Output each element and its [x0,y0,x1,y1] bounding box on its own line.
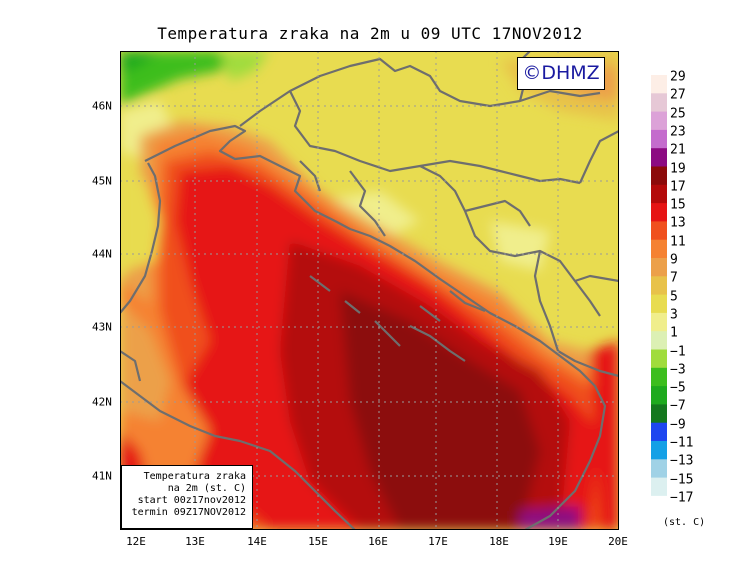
lon-tick: 17E [428,535,448,548]
colorbar-label: −7 [670,398,686,414]
lat-tick: 45N [92,174,112,188]
lon-tick: 13E [185,535,205,548]
colorbar-swatch [651,386,667,405]
lat-tick: 41N [92,469,112,483]
colorbar-label: −15 [670,472,694,488]
colorbar-label: −5 [670,380,686,396]
colorbar-label: 17 [670,179,686,195]
colorbar-swatch [651,148,667,167]
colorbar-label: 9 [670,252,678,268]
colorbar-label: −1 [670,344,686,359]
field-cold-nw [120,51,240,106]
colorbar-swatch [651,184,667,204]
colorbar-swatch [651,203,667,222]
colorbar-label: 25 [670,106,686,122]
colorbar-swatch [651,221,667,241]
border-north [239,57,601,127]
colorbar-label: −3 [670,362,686,378]
lon-tick: 12E [126,535,146,548]
colorbar-swatch [651,441,667,460]
colorbar-label: 1 [670,325,678,341]
lon-tick: 19E [548,535,568,548]
colorbar-label: 21 [670,142,686,158]
lat-tick: 43N [92,320,112,334]
colorbar-swatch [651,404,667,424]
colorbar-swatch [651,477,667,497]
map-title: Temperatura zraka na 2m u 09 UTC 17NOV20… [157,24,583,43]
colorbar-label: 13 [670,215,686,231]
colorbar-swatch [651,75,667,94]
colorbar-swatch [651,93,667,112]
colorbar-label: −13 [670,453,694,469]
colorbar-swatch [651,331,667,350]
colorbar-swatch [651,422,667,442]
colorbar-label: 23 [670,124,686,140]
temperature-map [120,51,619,530]
coastline-east [144,124,607,530]
lat-tick: 44N [92,247,112,261]
info-line-3: start 00z17nov2012 [137,495,246,506]
colorbar-swatch [651,459,667,478]
info-box: Temperatura zraka na 2m (st. C) start 00… [121,465,253,529]
colorbar-swatch [651,239,667,259]
colorbar-swatch [651,166,667,186]
colorbar-swatch [651,111,667,131]
colorbar-label: 7 [670,270,678,286]
lon-tick: 16E [368,535,388,548]
colorbar-label: −11 [670,435,694,451]
lon-tick: 14E [247,535,267,548]
colorbar-label: 15 [670,197,686,213]
dhmz-logo: ©DHMZ [517,57,605,90]
colorbar-swatch [651,312,667,332]
colorbar-label: 11 [670,234,686,250]
info-line-4: termin 09Z17NOV2012 [131,507,246,518]
info-line-1: Temperatura zraka [143,471,246,482]
lon-tick: 15E [308,535,328,548]
lat-tick: 42N [92,395,112,409]
colorbar [651,75,667,515]
colorbar-swatch [651,367,667,387]
colorbar-label: 5 [670,289,678,305]
colorbar-label: 3 [670,307,678,323]
colorbar-label: 27 [670,87,686,103]
coastline-italy [120,162,162,314]
lon-tick: 20E [608,535,628,548]
colorbar-swatch [651,276,667,295]
colorbar-label: 19 [670,161,686,176]
colorbar-swatch [651,294,667,314]
colorbar-label: −17 [670,490,694,506]
info-line-2: na 2m (st. C) [167,483,246,494]
colorbar-label: 29 [670,69,686,85]
lat-tick: 46N [92,99,112,113]
colorbar-swatch [651,349,667,369]
colorbar-swatch [651,129,667,149]
colorbar-swatch [651,495,667,515]
map-frame [120,51,619,530]
colorbar-swatch [651,258,667,277]
lon-tick: 18E [489,535,509,548]
colorbar-label: −9 [670,417,686,433]
colorbar-unit: (st. C) [663,517,706,528]
